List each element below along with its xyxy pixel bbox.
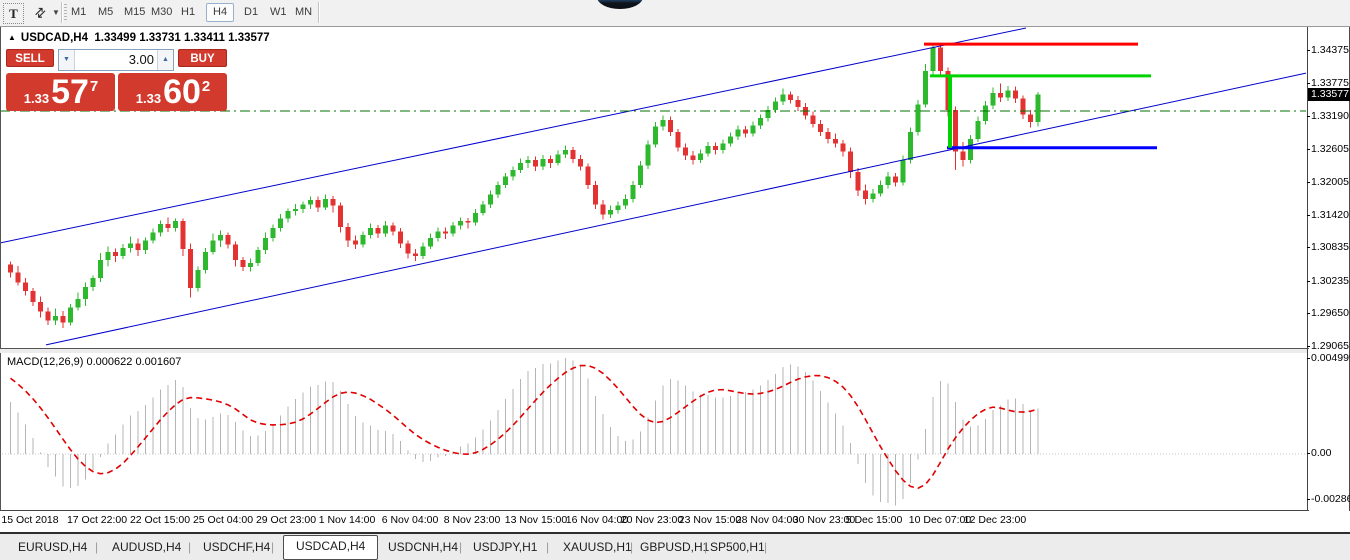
- timeframe-button-D1[interactable]: D1: [244, 6, 259, 18]
- chart-tab-EURUSD-H4[interactable]: EURUSD,H4: [18, 540, 88, 554]
- timeframe-button-H4[interactable]: H4: [206, 3, 235, 22]
- price-axis-border: [1307, 26, 1308, 510]
- symbol-label: USDCAD,H4: [20, 32, 89, 44]
- timeframe-button-M15[interactable]: M15: [124, 6, 146, 18]
- chart-tab-bar: [0, 534, 1350, 560]
- sell-button[interactable]: SELL: [6, 49, 54, 67]
- toolbar-grip[interactable]: [64, 4, 67, 22]
- timeframe-button-W1[interactable]: W1: [270, 6, 287, 18]
- time-axis-label: 23 Nov 15:00: [678, 514, 742, 526]
- chart-tab-XAUUSD-H1[interactable]: XAUUSD,H1: [563, 540, 632, 554]
- macd-name: MACD(12,26,9): [7, 356, 84, 368]
- volume-increase-button[interactable]: ▲: [157, 50, 173, 70]
- one-click-trade-panel: SELL ▼ 3.00 ▲ BUY 1.33 57 7 1.33 60 2: [6, 49, 227, 111]
- tab-separator: |: [95, 540, 99, 554]
- time-axis-label: 30 Nov 23:00: [792, 514, 856, 526]
- macd-axis-label: 0.00: [1307, 447, 1349, 459]
- tab-separator: |: [704, 540, 708, 554]
- close-value: 1.33577: [228, 32, 270, 44]
- tab-separator: |: [271, 540, 275, 554]
- time-axis-label: 12 Dec 23:00: [963, 514, 1027, 526]
- macd-axis-label: 0.004999: [1307, 352, 1350, 364]
- time-axis-label: 1 Nov 14:00: [318, 514, 376, 526]
- chart-tab-USDCAD-H4[interactable]: USDCAD,H4: [283, 535, 379, 560]
- volume-stepper: ▼ 3.00 ▲: [58, 49, 174, 71]
- chart-tab-USDCHF-H4[interactable]: USDCHF,H4: [203, 540, 271, 554]
- high-value: 1.33731: [139, 32, 181, 44]
- time-axis-label: 5 Dec 15:00: [845, 514, 903, 526]
- buy-price-main: 60: [163, 73, 201, 111]
- toolbar-separator: [61, 2, 63, 23]
- time-axis-label: 10 Dec 07:00: [908, 514, 972, 526]
- volume-value[interactable]: 3.00: [128, 52, 154, 67]
- time-axis-label: 20 Nov 23:00: [620, 514, 684, 526]
- time-axis-label: 6 Nov 04:00: [381, 514, 439, 526]
- macd-signal-value: 0.001607: [135, 356, 182, 368]
- buy-price-button[interactable]: 1.33 60 2: [118, 73, 227, 111]
- time-axis-label: 13 Nov 15:00: [504, 514, 568, 526]
- macd-pane[interactable]: [0, 353, 1309, 511]
- chart-tab-AUDUSD-H4[interactable]: AUDUSD,H4: [112, 540, 182, 554]
- time-axis-label: 17 Oct 22:00: [66, 514, 128, 526]
- price-axis-label: 1.29065: [1307, 339, 1349, 352]
- toolbar-separator: [318, 2, 320, 23]
- time-axis-label: 8 Nov 23:00: [443, 514, 501, 526]
- text-tool-icon[interactable]: T: [3, 3, 24, 24]
- time-axis-label: 22 Oct 15:00: [129, 514, 191, 526]
- chart-tab-GBPUSD-H1[interactable]: GBPUSD,H1: [640, 540, 710, 554]
- buy-price-prefix: 1.33: [135, 91, 162, 106]
- time-axis-label: 16 Nov 04:00: [565, 514, 629, 526]
- tab-separator: |: [630, 540, 634, 554]
- macd-value: 0.000622: [86, 356, 133, 368]
- logo-fragment: [597, 0, 643, 9]
- time-axis-label: 29 Oct 23:00: [255, 514, 317, 526]
- low-value: 1.33411: [183, 32, 225, 44]
- price-axis-label: 1.33775: [1307, 77, 1349, 90]
- time-axis-label: 15 Oct 2018: [1, 514, 59, 526]
- price-axis-label: 1.29650: [1307, 307, 1349, 320]
- chart-tab-SP500-H1[interactable]: SP500,H1: [710, 540, 765, 554]
- tab-separator: |: [764, 540, 768, 554]
- chart-tab-USDCNH-H4[interactable]: USDCNH,H4: [388, 540, 459, 554]
- sell-price-main: 57: [51, 73, 89, 111]
- tab-separator: |: [459, 540, 463, 554]
- buy-button[interactable]: BUY: [178, 49, 227, 67]
- current-price-badge: 1.33577: [1308, 88, 1350, 101]
- price-axis-label: 1.30835: [1307, 241, 1349, 254]
- price-axis-label: 1.31420: [1307, 208, 1349, 221]
- arrange-windows-icon[interactable]: ⇄: [30, 3, 50, 22]
- tab-separator: |: [188, 540, 192, 554]
- price-axis-label: 1.32005: [1307, 175, 1349, 188]
- volume-decrease-button[interactable]: ▼: [59, 50, 75, 70]
- time-axis-label: 28 Nov 04:00: [735, 514, 799, 526]
- timeframe-button-M1[interactable]: M1: [71, 6, 87, 18]
- timeframe-button-M30[interactable]: M30: [151, 6, 173, 18]
- macd-indicator-label: MACD(12,26,9) 0.000622 0.001607: [7, 356, 181, 368]
- toolbar: T ⇄ ▼ M1 M5 M15 M30 H1 H4 D1 W1 MN: [0, 0, 1350, 27]
- ohlc-arrow-icon[interactable]: ▲: [8, 33, 16, 42]
- price-axis-label: 1.30235: [1307, 274, 1349, 287]
- sell-price-pip: 7: [89, 78, 99, 95]
- macd-axis-label: -0.002868: [1307, 493, 1350, 505]
- time-axis[interactable]: [0, 511, 1350, 534]
- timeframe-button-MN[interactable]: MN: [295, 6, 313, 18]
- chevron-down-icon[interactable]: ▼: [52, 8, 60, 17]
- price-axis-label: 1.32605: [1307, 142, 1349, 155]
- tab-separator: |: [546, 540, 550, 554]
- buy-price-pip: 2: [201, 78, 211, 95]
- price-axis-label: 1.33190: [1307, 109, 1349, 122]
- ohlc-readout: ▲ USDCAD,H4 1.33499 1.33731 1.33411 1.335…: [8, 32, 270, 44]
- price-axis-label: 1.34375: [1307, 44, 1349, 56]
- chart-tab-USDJPY-H1[interactable]: USDJPY,H1: [473, 540, 538, 554]
- time-axis-label: 25 Oct 04:00: [192, 514, 254, 526]
- sell-price-button[interactable]: 1.33 57 7: [6, 73, 115, 111]
- sell-price-prefix: 1.33: [23, 91, 50, 106]
- open-value: 1.33499: [94, 32, 136, 44]
- timeframe-button-H1[interactable]: H1: [181, 6, 196, 18]
- timeframe-button-M5[interactable]: M5: [98, 6, 114, 18]
